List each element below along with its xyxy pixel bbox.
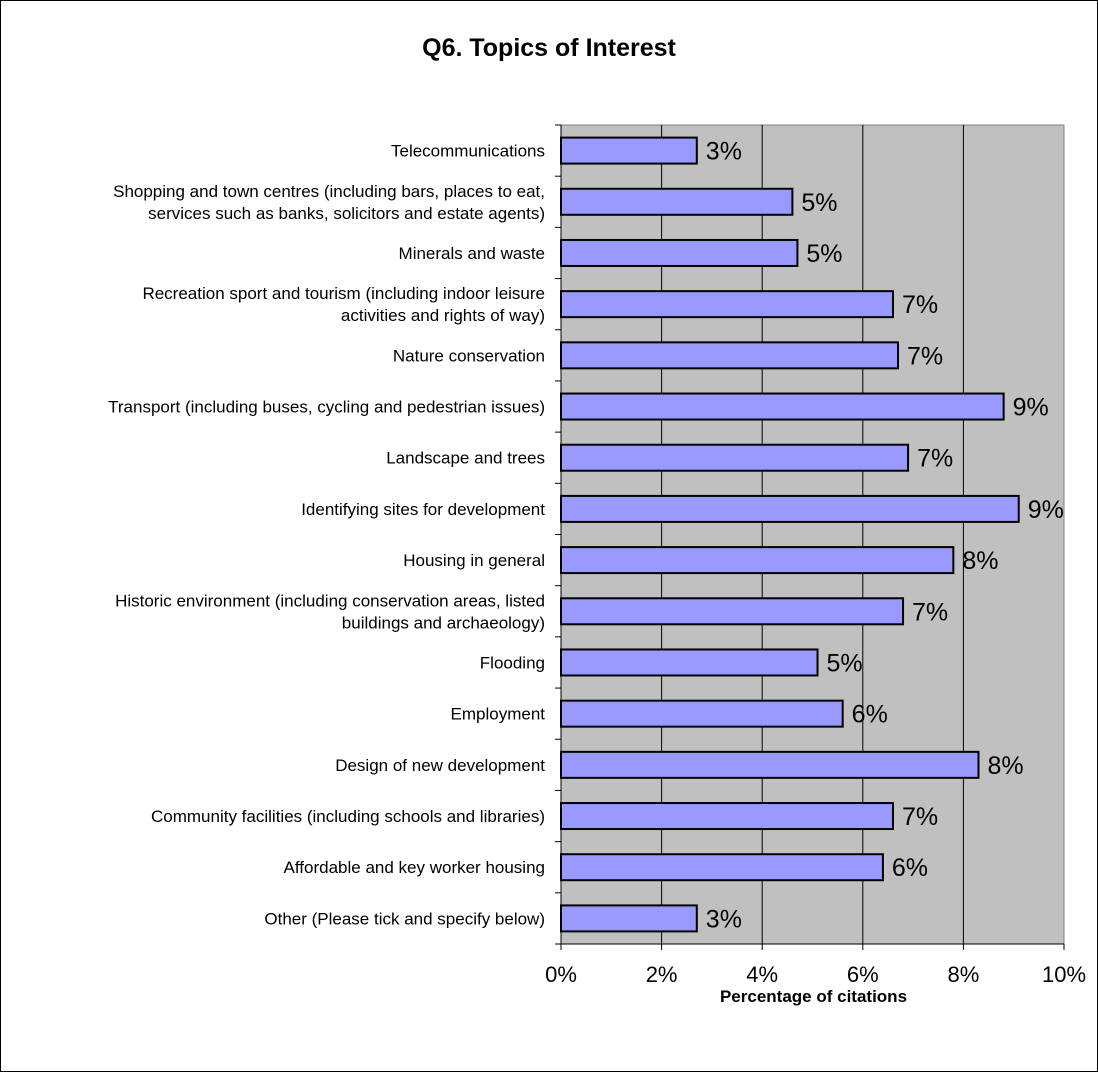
- category-label: Flooding: [480, 653, 545, 672]
- data-label: 5%: [801, 189, 837, 217]
- category-label: Identifying sites for development: [301, 500, 545, 519]
- category-label: Other (Please tick and specify below): [264, 909, 545, 928]
- category-label: Design of new development: [335, 756, 545, 775]
- x-tick-label: 0%: [545, 962, 577, 987]
- data-label: 8%: [962, 547, 998, 575]
- bar: [560, 597, 905, 626]
- data-label: 7%: [902, 803, 938, 831]
- data-label: 7%: [912, 598, 948, 626]
- category-label: activities and rights of way): [341, 306, 545, 325]
- category-label: Minerals and waste: [399, 244, 545, 263]
- category-label: Telecommunications: [391, 142, 545, 161]
- bar: [560, 187, 794, 216]
- category-label: Transport (including buses, cycling and …: [108, 398, 545, 417]
- bar: [560, 802, 894, 831]
- category-label: Affordable and key worker housing: [284, 858, 545, 877]
- bar: [560, 699, 844, 728]
- x-tick-label: 10%: [1042, 962, 1086, 987]
- category-label: Nature conservation: [393, 346, 545, 365]
- category-label: Employment: [451, 705, 546, 724]
- category-label: Housing in general: [403, 551, 545, 570]
- chart-title: Q6. Topics of Interest: [422, 34, 676, 62]
- data-label: 7%: [902, 291, 938, 319]
- data-label: 3%: [706, 138, 742, 166]
- data-label: 5%: [806, 240, 842, 268]
- bar: [560, 290, 894, 319]
- bar: [560, 750, 980, 779]
- bar: [560, 238, 799, 267]
- category-label: services such as banks, solicitors and e…: [148, 204, 545, 223]
- bar: [560, 494, 1020, 523]
- category-label: Historic environment (including conserva…: [115, 591, 545, 610]
- data-label: 5%: [827, 649, 863, 677]
- category-label: Community facilities (including schools …: [151, 807, 545, 826]
- data-label: 8%: [987, 752, 1023, 780]
- bar: [560, 443, 910, 472]
- data-label: 3%: [706, 905, 742, 933]
- data-label: 6%: [852, 701, 888, 729]
- x-axis-title: Percentage of citations: [720, 987, 907, 1006]
- category-label: Landscape and trees: [386, 449, 545, 468]
- data-label: 7%: [907, 342, 943, 370]
- category-label: buildings and archaeology): [342, 613, 545, 632]
- bar: [560, 392, 1005, 421]
- x-tick-label: 8%: [948, 962, 980, 987]
- x-tick-label: 4%: [746, 962, 778, 987]
- category-label: Shopping and town centres (including bar…: [113, 182, 545, 201]
- bar: [560, 853, 884, 882]
- bar: [560, 546, 955, 575]
- bar: [560, 648, 819, 677]
- bar: [560, 341, 900, 370]
- data-label: 7%: [917, 445, 953, 473]
- data-label: 9%: [1013, 394, 1049, 422]
- data-label: 6%: [892, 854, 928, 882]
- x-tick-label: 6%: [847, 962, 879, 987]
- data-label: 9%: [1028, 496, 1064, 524]
- x-tick-label: 2%: [646, 962, 678, 987]
- bar: [560, 904, 698, 933]
- bar: [560, 136, 698, 165]
- category-label: Recreation sport and tourism (including …: [142, 284, 545, 303]
